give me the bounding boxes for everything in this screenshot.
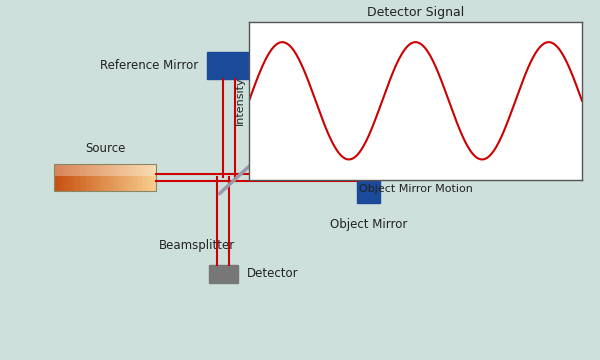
Bar bbox=[56, 164, 59, 191]
Bar bbox=[154, 164, 156, 191]
Bar bbox=[62, 164, 64, 191]
Text: Object Mirror: Object Mirror bbox=[330, 218, 407, 231]
Bar bbox=[136, 164, 138, 191]
Bar bbox=[209, 265, 238, 283]
Y-axis label: Intensity: Intensity bbox=[235, 76, 245, 125]
Bar bbox=[207, 52, 252, 79]
Bar bbox=[90, 164, 92, 191]
Bar bbox=[128, 164, 131, 191]
Bar bbox=[123, 164, 125, 191]
Bar bbox=[54, 164, 156, 191]
Bar bbox=[133, 164, 136, 191]
Bar bbox=[87, 164, 90, 191]
Bar bbox=[54, 165, 156, 176]
Bar bbox=[72, 164, 74, 191]
Bar bbox=[110, 164, 113, 191]
Bar bbox=[148, 164, 151, 191]
Bar bbox=[146, 164, 148, 191]
Bar bbox=[82, 164, 85, 191]
Bar bbox=[77, 164, 79, 191]
Bar bbox=[70, 164, 72, 191]
Bar bbox=[64, 164, 67, 191]
Bar bbox=[85, 164, 87, 191]
Bar bbox=[131, 164, 133, 191]
Text: Reference Mirror: Reference Mirror bbox=[100, 59, 198, 72]
Bar bbox=[138, 164, 141, 191]
X-axis label: Object Mirror Motion: Object Mirror Motion bbox=[359, 184, 472, 194]
Title: Detector Signal: Detector Signal bbox=[367, 6, 464, 19]
Bar bbox=[107, 164, 110, 191]
Bar bbox=[54, 164, 56, 191]
Bar bbox=[115, 164, 118, 191]
Bar bbox=[59, 164, 62, 191]
Bar bbox=[143, 164, 146, 191]
Bar bbox=[74, 164, 77, 191]
Text: Beamsplitter: Beamsplitter bbox=[159, 239, 235, 252]
Bar bbox=[141, 164, 143, 191]
Bar bbox=[113, 164, 115, 191]
Bar bbox=[118, 164, 120, 191]
Bar bbox=[100, 164, 103, 191]
Bar bbox=[103, 164, 105, 191]
Bar bbox=[97, 164, 100, 191]
Text: Source: Source bbox=[85, 142, 125, 155]
Text: Detector: Detector bbox=[247, 267, 298, 280]
Bar bbox=[105, 164, 107, 191]
Bar bbox=[92, 164, 95, 191]
Bar bbox=[357, 162, 380, 203]
Bar bbox=[67, 164, 70, 191]
Bar bbox=[125, 164, 128, 191]
Bar bbox=[121, 164, 123, 191]
Bar bbox=[95, 164, 97, 191]
Bar bbox=[79, 164, 82, 191]
Bar bbox=[151, 164, 154, 191]
